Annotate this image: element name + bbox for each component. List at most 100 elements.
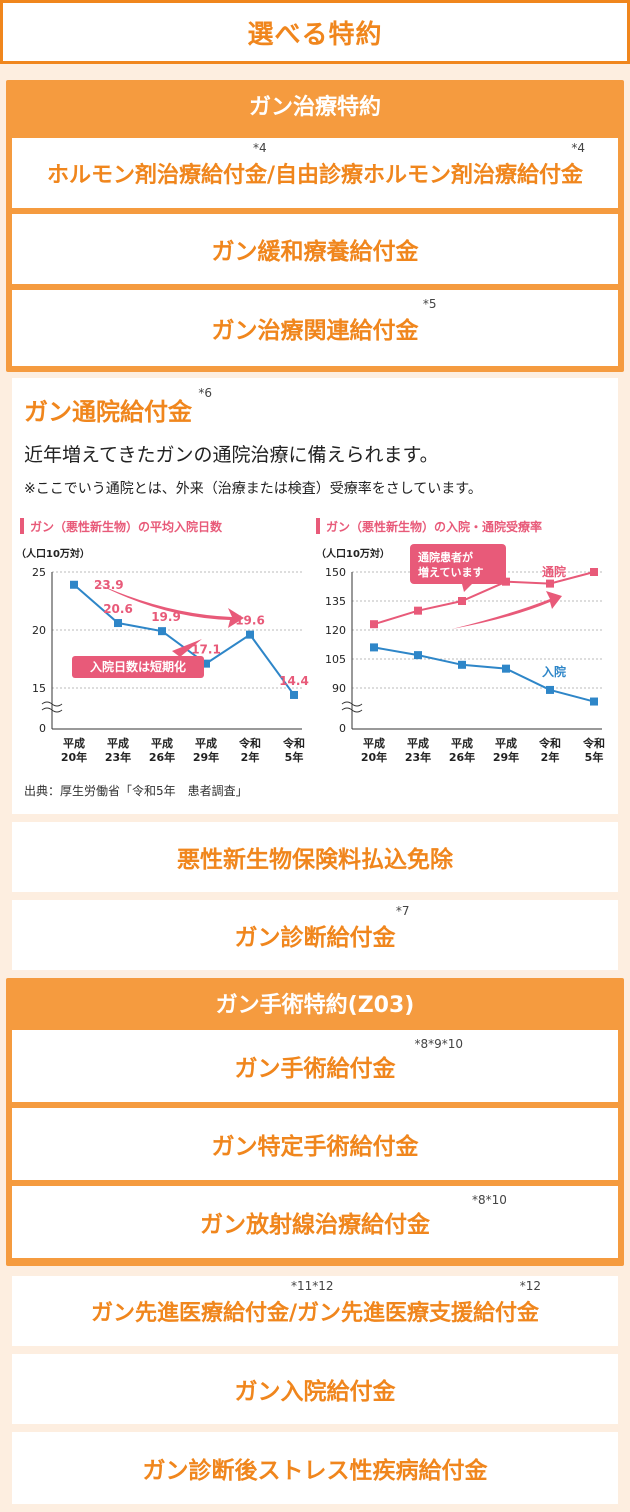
footnote-mark: *11*12 xyxy=(290,1279,334,1293)
surgery-benefit-label: ガン手術給付金 xyxy=(234,1056,396,1082)
outpatient-description: 近年増えてきたガンの通院治療に備えられます。 xyxy=(24,444,439,466)
palliative-care-label: ガン緩和療養給付金 xyxy=(211,239,419,265)
chart-title: ガン（悪性新生物）の入院・通院受療率 xyxy=(326,519,542,534)
y-tick-label: 0 xyxy=(339,722,346,735)
data-point xyxy=(290,690,298,699)
series-line xyxy=(373,646,595,703)
chart-title-marker xyxy=(316,518,320,534)
surgery-benefit-item[interactable]: ガン手術給付金 *8*9*10 xyxy=(12,1030,618,1102)
treatment-related-label: ガン治療関連給付金 xyxy=(211,318,419,344)
y-tick-label: 120 xyxy=(325,624,346,637)
outpatient-benefit-card[interactable]: ガン通院給付金 *6 近年増えてきたガンの通院治療に備えられます。 ※ここでいう… xyxy=(12,378,618,814)
data-point xyxy=(458,660,466,669)
x-tick-label: 令和 xyxy=(238,736,261,750)
data-point xyxy=(114,619,122,628)
separator: / xyxy=(266,163,276,188)
x-tick-label: 平成 xyxy=(63,736,85,750)
cancer-surgery-group: ガン手術特約(Z03) ガン手術給付金 *8*9*10 ガン特定手術給付金 ガン… xyxy=(6,978,624,1266)
series-label: 通院 xyxy=(542,564,566,579)
outpatient-note: ※ここでいう通院とは、外来（治療または検査）受療率をさしています。 xyxy=(24,481,482,497)
x-tick-label: 29年 xyxy=(493,750,519,764)
axis-break xyxy=(41,701,63,713)
x-tick-label: 平成 xyxy=(407,736,429,750)
radiation-benefit-item[interactable]: ガン放射線治療給付金 *8*10 xyxy=(12,1186,618,1258)
x-tick-label: 平成 xyxy=(451,736,473,750)
page-header: 選べる特約 xyxy=(0,0,630,64)
callout-box xyxy=(72,656,204,678)
radiation-benefit-label: ガン放射線治療給付金 xyxy=(200,1212,430,1238)
data-point xyxy=(158,627,166,636)
data-label: 14.4 xyxy=(279,674,309,688)
y-tick-label: 0 xyxy=(39,722,46,735)
data-point xyxy=(370,643,378,652)
hormone-benefit-item[interactable]: ホルモン剤治療給付金/自由診療ホルモン剤治療給付金 *4 *4 xyxy=(12,138,618,208)
x-tick-label: 平成 xyxy=(363,736,385,750)
x-tick-label: 令和 xyxy=(282,736,305,750)
footnote-mark: *7 xyxy=(395,904,410,918)
diagnosis-benefit-label: ガン診断給付金 xyxy=(234,925,396,951)
callout-box xyxy=(410,544,506,584)
advanced-medical-item[interactable]: ガン先進医療給付金/ガン先進医療支援給付金 *11*12 *12 xyxy=(12,1276,618,1346)
x-tick-label: 23年 xyxy=(105,750,131,764)
premium-waiver-item[interactable]: 悪性新生物保険料払込免除 xyxy=(12,822,618,892)
y-tick-label: 20 xyxy=(32,624,46,637)
specific-surgery-item[interactable]: ガン特定手術給付金 xyxy=(12,1108,618,1180)
data-label: 20.6 xyxy=(103,602,133,616)
x-tick-label: 29年 xyxy=(193,750,219,764)
data-point xyxy=(70,580,78,589)
data-point xyxy=(546,685,554,694)
data-point xyxy=(502,664,510,673)
hormone-benefit-label: ホルモン剤治療給付金 xyxy=(46,163,267,188)
x-tick-label: 令和 xyxy=(538,736,561,750)
free-hormone-benefit-label: 自由診療ホルモン剤治療給付金 xyxy=(275,163,584,188)
stress-disease-label: ガン診断後ストレス性疾病給付金 xyxy=(142,1458,488,1484)
footnote-mark: *5 xyxy=(422,297,437,311)
advanced-medical-label: ガン先進医療給付金 xyxy=(90,1301,289,1326)
advanced-support-label: ガン先進医療支援給付金 xyxy=(297,1301,540,1326)
callout-text-line1: 通院患者が xyxy=(418,550,473,564)
data-label: 19.9 xyxy=(151,610,181,624)
x-tick-label: 26年 xyxy=(449,750,475,764)
axis-break xyxy=(341,701,363,713)
hospital-benefit-item[interactable]: ガン入院給付金 xyxy=(12,1354,618,1424)
separator: / xyxy=(288,1301,298,1326)
callout-text-line2: 増えています xyxy=(418,565,483,579)
palliative-care-item[interactable]: ガン緩和療養給付金 xyxy=(12,214,618,284)
footnote-mark: *4 xyxy=(571,141,586,155)
chart-average-stay: ガン（悪性新生物）の平均入院日数 （人口10万対） 23.9 20.6 19.9 17… xyxy=(16,518,309,764)
series-line xyxy=(373,571,595,626)
callout-text: 入院日数は短期化 xyxy=(90,659,186,674)
chart-title-marker xyxy=(20,518,24,534)
y-axis-unit: （人口10万対） xyxy=(16,547,90,560)
x-tick-label: 2年 xyxy=(541,750,560,764)
stress-disease-item[interactable]: ガン診断後ストレス性疾病給付金 xyxy=(12,1432,618,1504)
x-tick-label: 5年 xyxy=(585,750,604,764)
callout-pointer xyxy=(462,584,472,592)
y-tick-label: 90 xyxy=(332,682,346,695)
outpatient-benefit-title: ガン通院給付金 xyxy=(24,398,192,426)
data-label: 23.9 xyxy=(94,578,124,592)
treatment-related-item[interactable]: ガン治療関連給付金 *5 xyxy=(12,290,618,366)
data-point xyxy=(414,606,422,615)
premium-waiver-label: 悪性新生物保険料払込免除 xyxy=(177,847,453,873)
callout-pointer xyxy=(172,639,202,657)
y-tick-label: 25 xyxy=(32,566,46,579)
x-tick-label: 平成 xyxy=(107,736,129,750)
data-point xyxy=(590,697,598,706)
specific-surgery-label: ガン特定手術給付金 xyxy=(211,1134,419,1160)
cancer-treatment-group: ガン治療特約 ホルモン剤治療給付金/自由診療ホルモン剤治療給付金 *4 *4 ガ… xyxy=(6,80,624,372)
y-tick-label: 150 xyxy=(325,566,346,579)
data-point xyxy=(502,577,510,586)
x-tick-label: 2年 xyxy=(241,750,260,764)
group-title: ガン治療特約 xyxy=(248,95,381,120)
data-point xyxy=(246,630,254,639)
y-tick-label: 15 xyxy=(32,682,46,695)
trend-arrow xyxy=(92,581,244,628)
y-tick-label: 105 xyxy=(325,653,346,666)
diagnosis-benefit-item[interactable]: ガン診断給付金 *7 xyxy=(12,900,618,970)
data-label: 17.1 xyxy=(191,643,221,657)
chart-source: 出典：厚生労働省「令和5年 患者調査」 xyxy=(24,784,248,798)
data-point xyxy=(202,659,210,668)
